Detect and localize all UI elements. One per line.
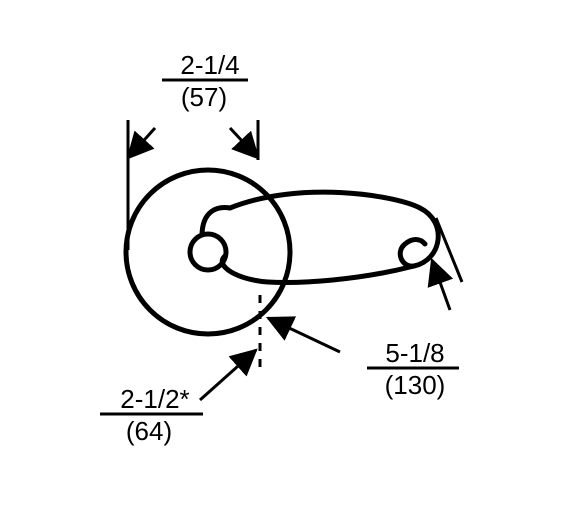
dimension-rose-imperial: 2-1/4 xyxy=(180,50,239,80)
lever-outline xyxy=(222,192,438,282)
dimension-rose-metric: (57) xyxy=(181,82,227,112)
dimension-projection-imperial: 2-1/2* xyxy=(120,384,189,414)
dimension-projection-metric: (64) xyxy=(126,416,172,446)
dimension-lever-imperial: 5-1/8 xyxy=(385,338,444,368)
lever-dimension-drawing: 2-1/4 (57) 2-1/2* (64) 5-1/8 (130) xyxy=(0,0,572,524)
rose-circle xyxy=(126,170,290,334)
dimension-lever-metric: (130) xyxy=(385,370,446,400)
